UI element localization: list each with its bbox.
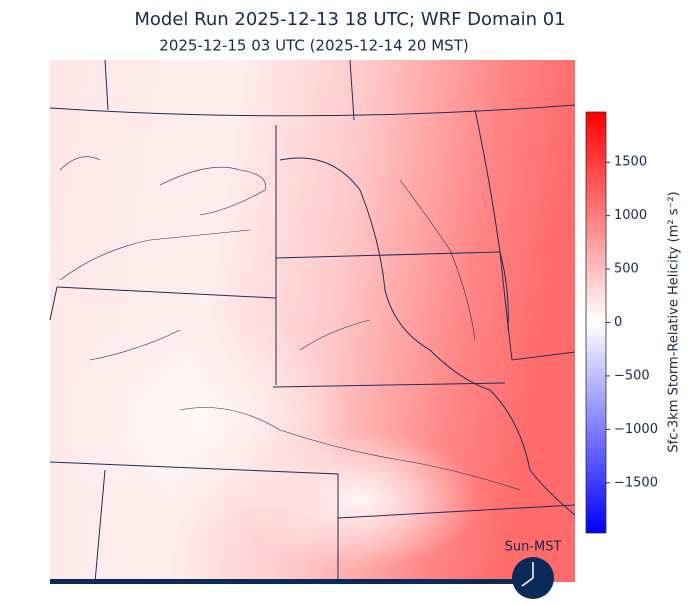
title: Model Run 2025-12-13 18 UTC; WRF Domain …: [134, 9, 565, 30]
colorbar-scale: [585, 111, 607, 534]
tick-label: 500: [614, 262, 639, 277]
tick-label: −1000: [614, 422, 658, 437]
tick-label: 1000: [614, 208, 647, 223]
clock-label: Sun-MST: [505, 540, 562, 555]
colorbar: Sfc-3km Storm-Relative Helicity (m² s⁻²): [585, 111, 682, 534]
low-helicity-area: [240, 430, 480, 570]
tick-label: 1500: [614, 155, 647, 170]
tick-label: −1500: [614, 475, 658, 490]
tick-label: 0: [614, 315, 622, 330]
tick-label: −500: [614, 368, 650, 383]
colorbar-label: Sfc-3km Storm-Relative Helicity (m² s⁻²): [667, 191, 682, 452]
subtitle: 2025-12-15 03 UTC (2025-12-14 20 MST): [159, 37, 468, 55]
map: Sun-MST: [49, 59, 576, 599]
time-bar: [50, 579, 520, 584]
